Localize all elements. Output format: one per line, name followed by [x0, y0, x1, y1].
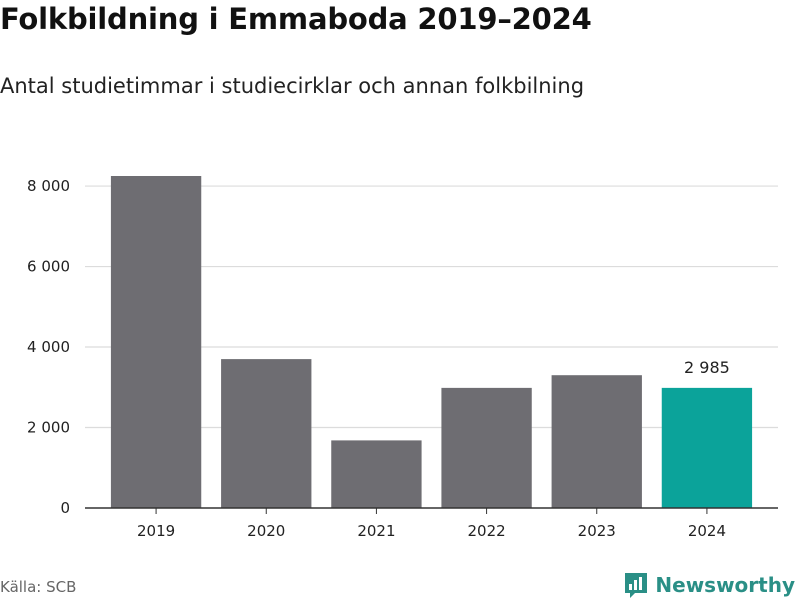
chart-title: Folkbildning i Emmaboda 2019–2024	[0, 2, 592, 36]
data-label: 2 985	[684, 358, 730, 377]
x-tick-label: 2019	[137, 522, 175, 540]
x-tick-label: 2024	[688, 522, 726, 540]
bar-2021	[331, 440, 422, 508]
chart-subtitle: Antal studietimmar i studiecirklar och a…	[0, 74, 585, 98]
source-note: Källa: SCB	[0, 578, 77, 596]
bar-2023	[551, 375, 642, 508]
y-tick-label: 8 000	[27, 177, 70, 195]
bar-2022	[441, 387, 532, 508]
bar-2024	[661, 387, 753, 508]
x-tick-label: 2022	[467, 522, 505, 540]
newsworthy-icon	[625, 573, 648, 598]
bars	[110, 176, 753, 508]
bar-2020	[221, 359, 312, 508]
x-tick-label: 2023	[578, 522, 616, 540]
x-tick-label: 2020	[247, 522, 285, 540]
y-tick-label: 2 000	[27, 419, 70, 437]
brand-logo: Newsworthy	[623, 570, 795, 600]
bar-2019	[110, 176, 202, 508]
labels: 0 2 000 4 000 6 000 8 000 2019 2020 2021 2022 202…	[27, 177, 730, 540]
y-tick-label: 6 000	[27, 258, 70, 276]
brand-name: Newsworthy	[655, 573, 795, 597]
y-tick-label: 0	[60, 499, 70, 517]
axes	[85, 507, 778, 514]
y-tick-label: 4 000	[27, 338, 70, 356]
x-tick-label: 2021	[357, 522, 395, 540]
